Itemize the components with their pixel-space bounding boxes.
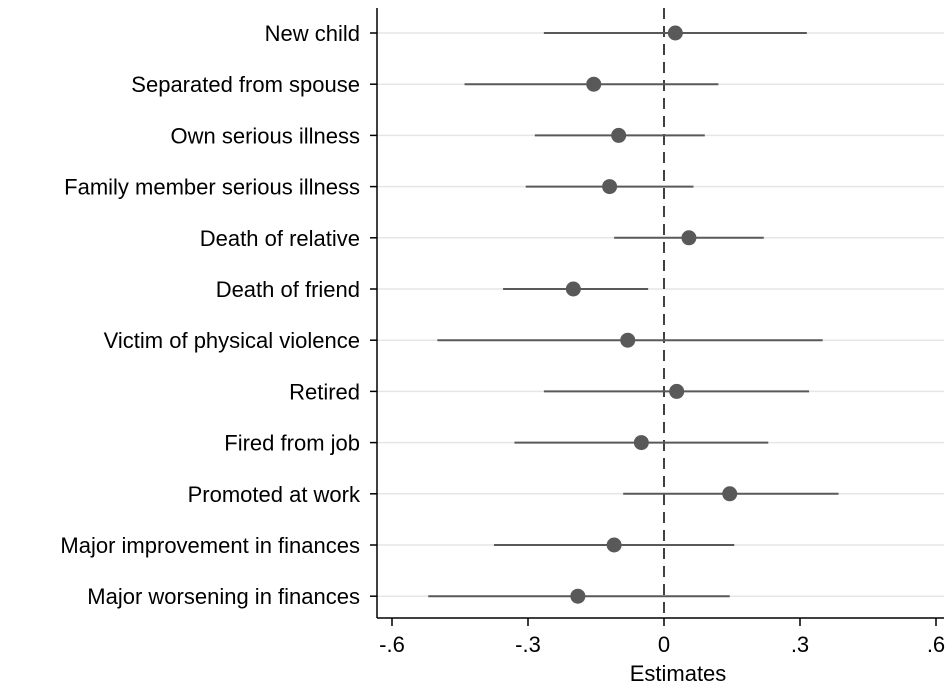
point-estimate — [722, 486, 738, 502]
point-estimate — [611, 127, 627, 143]
category-label: Victim of physical violence — [104, 328, 360, 353]
x-tick-label: -.3 — [515, 632, 541, 657]
x-tick-label: -.6 — [379, 632, 405, 657]
point-estimate — [669, 383, 685, 399]
category-label: Promoted at work — [188, 482, 361, 507]
category-label: Own serious illness — [170, 123, 360, 148]
point-estimate — [586, 76, 602, 92]
category-label: Major worsening in finances — [87, 584, 360, 609]
confidence-intervals — [428, 32, 839, 598]
category-label: New child — [265, 21, 360, 46]
x-axis-title: Estimates — [630, 661, 727, 686]
x-tick-label: .3 — [791, 632, 809, 657]
point-estimate — [565, 281, 581, 297]
point-estimate — [681, 230, 697, 246]
x-tick-label: 0 — [658, 632, 670, 657]
point-estimate — [620, 332, 636, 348]
x-tick-label: .6 — [927, 632, 945, 657]
point-estimates — [565, 25, 738, 604]
point-estimate — [606, 537, 622, 553]
grid-lines — [377, 32, 944, 597]
category-label: Separated from spouse — [131, 72, 360, 97]
category-label: Major improvement in finances — [60, 533, 360, 558]
category-label: Fired from job — [224, 431, 360, 456]
point-estimate — [667, 25, 683, 41]
category-label: Family member serious illness — [64, 175, 360, 200]
category-label: Retired — [289, 379, 360, 404]
point-estimate — [633, 435, 649, 451]
point-estimate — [602, 179, 618, 195]
category-labels: New child Separated from spouse Own seriou… — [60, 21, 377, 609]
category-label: Death of relative — [200, 226, 360, 251]
x-ticks: -.6 -.3 0 .3 .6 — [379, 618, 945, 657]
point-estimate — [570, 588, 586, 604]
category-label: Death of friend — [216, 277, 360, 302]
